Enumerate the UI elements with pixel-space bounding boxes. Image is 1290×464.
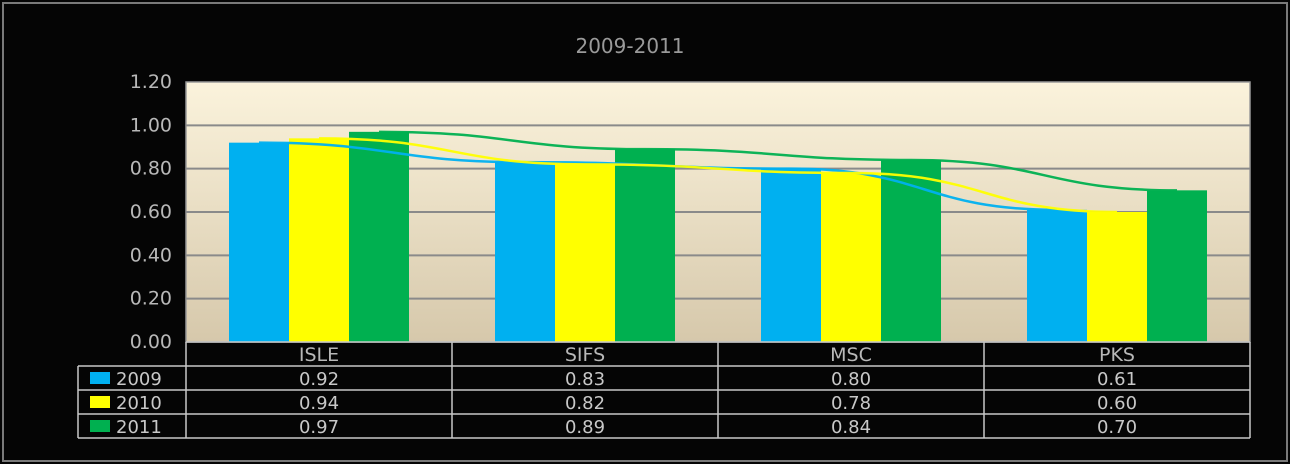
legend-swatch <box>90 372 110 384</box>
data-label: 0.84 <box>831 417 871 438</box>
y-tick-label: 0.60 <box>130 201 172 223</box>
y-tick-label: 0.20 <box>130 288 172 310</box>
x-category-label: PKS <box>1099 344 1135 366</box>
chart-subtitle: 2009-2011 <box>575 34 684 58</box>
data-label: 0.97 <box>299 417 339 438</box>
bar <box>821 173 881 342</box>
trendline <box>318 137 1118 214</box>
data-label: 0.89 <box>565 417 605 438</box>
legend-series-name: 2010 <box>116 393 162 414</box>
bar <box>761 168 821 342</box>
legend-series-name: 2009 <box>116 369 162 390</box>
bar <box>349 131 409 342</box>
x-category-label: SIFS <box>565 344 605 366</box>
bar <box>289 138 349 342</box>
bar <box>229 142 289 342</box>
data-table: ISLE SIFS MSC PKS 2009 0.92 0.83 0.80 0.61 2010 0.… <box>77 341 1251 439</box>
data-label: 0.83 <box>565 369 605 390</box>
y-tick-label: 0.80 <box>130 158 172 180</box>
bar <box>881 160 941 342</box>
x-category-label: MSC <box>830 344 872 366</box>
legend-series-name: 2011 <box>116 417 162 438</box>
y-tick-label: 0.00 <box>130 331 172 353</box>
bar <box>615 149 675 342</box>
bars <box>229 131 1207 342</box>
y-tick-label: 1.00 <box>130 114 172 136</box>
legend-swatch <box>90 396 110 408</box>
data-label: 0.70 <box>1097 417 1137 438</box>
data-label: 0.92 <box>299 369 339 390</box>
data-label: 0.94 <box>299 393 339 414</box>
trendlines <box>258 130 1178 214</box>
y-tick-label: 0.40 <box>130 244 172 266</box>
bar <box>495 162 555 342</box>
bar <box>1087 212 1147 342</box>
data-label: 0.60 <box>1097 393 1137 414</box>
bar <box>555 164 615 342</box>
x-category-label: ISLE <box>299 344 339 366</box>
data-label: 0.61 <box>1097 369 1137 390</box>
legend-swatch <box>90 420 110 432</box>
data-label: 0.78 <box>831 393 871 414</box>
data-label: 0.82 <box>565 393 605 414</box>
trendline <box>378 130 1178 192</box>
data-label: 0.80 <box>831 369 871 390</box>
bar <box>1027 209 1087 342</box>
y-axis-ticks: 0.00 0.20 0.40 0.60 0.80 1.00 1.20 <box>130 71 172 353</box>
bar <box>1147 190 1207 342</box>
y-tick-label: 1.20 <box>130 71 172 93</box>
